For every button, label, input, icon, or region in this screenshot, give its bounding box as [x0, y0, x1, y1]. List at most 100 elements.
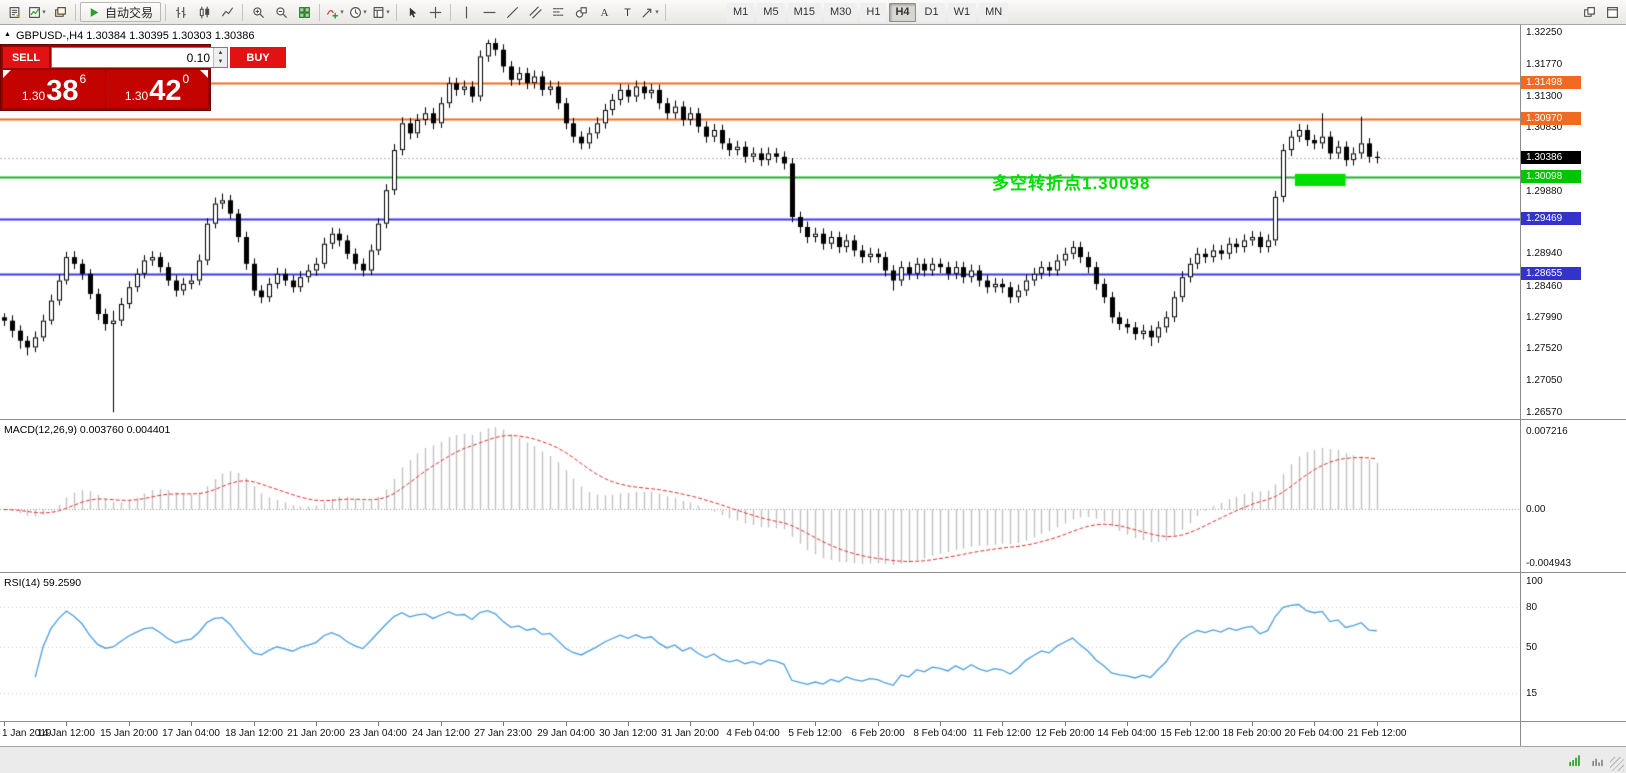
chevron-down-icon: ▾ [340, 9, 344, 16]
buy-button[interactable]: BUY [230, 47, 286, 68]
candle-chart-icon [198, 5, 211, 19]
new-order-icon [8, 6, 21, 19]
time-axis-label: 14 Jan 12:00 [37, 728, 95, 739]
toolbar-indicators-button[interactable]: ▾ [324, 2, 346, 22]
time-axis-tick [690, 722, 691, 726]
rsi-panel-canvas[interactable] [0, 573, 1520, 721]
timeframe-m15-button[interactable]: M15 [787, 2, 821, 22]
time-axis-tick [441, 722, 442, 726]
macd-panel-canvas[interactable] [0, 420, 1520, 572]
toolbar-zoom-in-button[interactable] [247, 2, 269, 22]
timeframe-h1-button[interactable]: H1 [860, 2, 887, 22]
toolbar-new-chart-button[interactable]: ▾ [26, 2, 48, 22]
toolbar-horizontal-line-button[interactable] [478, 2, 500, 22]
cursor-icon [406, 6, 419, 19]
time-axis-label: 11 Feb 12:00 [972, 728, 1032, 739]
sell-corner-flag-icon [3, 70, 11, 78]
toolbar-arrange-windows-button[interactable] [1578, 2, 1600, 22]
toolbar-autotrading-button[interactable]: 自动交易 [80, 2, 162, 22]
symbol-ohlc-line: GBPUSD-,H4 1.30384 1.30395 1.30303 1.303… [16, 30, 255, 42]
rsi-scale-label: 15 [1526, 688, 1538, 700]
toolbar-zoom-out-button[interactable] [270, 2, 292, 22]
rsi-indicator-label: RSI(14) 59.2590 [4, 577, 82, 589]
time-axis-tick [316, 722, 317, 726]
price-axis-label: 1.29880 [1526, 185, 1563, 197]
toolbar-bar-chart-button[interactable] [170, 2, 192, 22]
toolbar-crosshair-button[interactable] [424, 2, 446, 22]
toolbar-template-button[interactable]: ▾ [370, 2, 392, 22]
price-axis-border [1520, 25, 1521, 746]
time-axis-label: 24 Jan 12:00 [412, 728, 470, 739]
data-feed-icon [1591, 754, 1604, 767]
toolbar-channel-button[interactable] [524, 2, 546, 22]
toolbar-shapes-button[interactable] [570, 2, 592, 22]
rsi-scale-label: 50 [1526, 642, 1538, 653]
panel-separator[interactable] [0, 419, 1626, 420]
time-axis-label: 15 Jan 20:00 [100, 728, 158, 739]
macd-scale-label: 0.00 [1526, 504, 1546, 516]
price-axis-label: 1.26570 [1526, 407, 1563, 418]
toolbar-candle-chart-button[interactable] [193, 2, 215, 22]
timeframe-m1-button[interactable]: M1 [727, 2, 755, 22]
toolbar-fibonacci-button[interactable] [547, 2, 569, 22]
sell-button[interactable]: SELL [3, 47, 49, 68]
sell-price-display[interactable]: 1.30 38 6 [3, 70, 105, 108]
volume-up-button[interactable]: ▲ [214, 48, 227, 58]
price-line-badge: 1.31498 [1521, 76, 1581, 90]
toolbar-fullscreen-button[interactable] [1601, 2, 1623, 22]
new-chart-icon [28, 6, 41, 19]
connection-icon [1568, 754, 1581, 767]
time-axis-tick [566, 722, 567, 726]
timeframe-d1-button[interactable]: D1 [918, 2, 945, 22]
volume-input[interactable] [52, 48, 213, 67]
toolbar-tile-windows-button[interactable] [293, 2, 315, 22]
price-axis-label: 1.27050 [1526, 374, 1563, 386]
price-line-badge: 1.30386 [1521, 150, 1581, 164]
toolbar-new-order-button[interactable] [3, 2, 25, 22]
toolbar-profiles-button[interactable] [49, 2, 71, 22]
toolbar-vertical-line-button[interactable] [455, 2, 477, 22]
timeframe-m5-button[interactable]: M5 [757, 2, 785, 22]
connection-icon [1568, 754, 1581, 767]
price-axis-label: 1.28460 [1526, 280, 1563, 292]
volume-down-button[interactable]: ▼ [214, 57, 227, 67]
toolbar-periods-button[interactable]: ▾ [347, 2, 369, 22]
time-axis-label: 1 Jan 2019 [2, 728, 52, 739]
volume-control: ▲ ▼ [51, 47, 228, 68]
buy-price-prefix: 1.30 [124, 89, 149, 103]
oneclick-collapse-icon[interactable]: ▲ [4, 31, 11, 38]
crosshair-icon [429, 6, 442, 19]
price-chart-canvas[interactable] [0, 25, 1520, 419]
timeframe-h4-button[interactable]: H4 [889, 2, 916, 22]
sell-price-prefix: 1.30 [21, 89, 46, 103]
price-axis-label: 1.27520 [1526, 343, 1563, 355]
time-axis-tick [66, 722, 67, 726]
time-axis-label: 30 Jan 12:00 [599, 728, 657, 739]
price-axis-label: 1.30830 [1526, 122, 1563, 133]
price-line-badge: 1.29469 [1521, 212, 1581, 226]
timeframe-mn-button[interactable]: MN [979, 2, 1009, 22]
panel-separator[interactable] [0, 572, 1626, 573]
sell-price-pip: 6 [79, 72, 87, 86]
resize-grip[interactable] [1610, 757, 1624, 771]
time-axis-tick [378, 722, 379, 726]
price-axis-label: 1.31770 [1526, 59, 1563, 71]
toolbar-arrows-button[interactable]: ▾ [639, 2, 661, 22]
time-axis-label: 23 Jan 04:00 [349, 728, 407, 739]
time-axis-tick [815, 722, 816, 726]
toolbar-text-button[interactable]: A [593, 2, 615, 22]
buy-price-display[interactable]: 1.30 42 0 [106, 70, 208, 108]
fibonacci-icon [552, 6, 565, 19]
rsi-scale-label: 80 [1526, 602, 1538, 614]
rsi-scale-label: 100 [1526, 575, 1543, 587]
toolbar-label-button[interactable]: T [616, 2, 638, 22]
timeframe-w1-button[interactable]: W1 [947, 2, 977, 22]
timeframe-m30-button[interactable]: M30 [823, 2, 858, 22]
toolbar-line-chart-button[interactable] [216, 2, 238, 22]
time-axis-tick [1065, 722, 1066, 726]
time-axis-label: 20 Feb 04:00 [1284, 728, 1344, 739]
horizontal-line-icon [483, 6, 496, 19]
toolbar-trendline-button[interactable] [501, 2, 523, 22]
toolbar-cursor-button[interactable] [401, 2, 423, 22]
